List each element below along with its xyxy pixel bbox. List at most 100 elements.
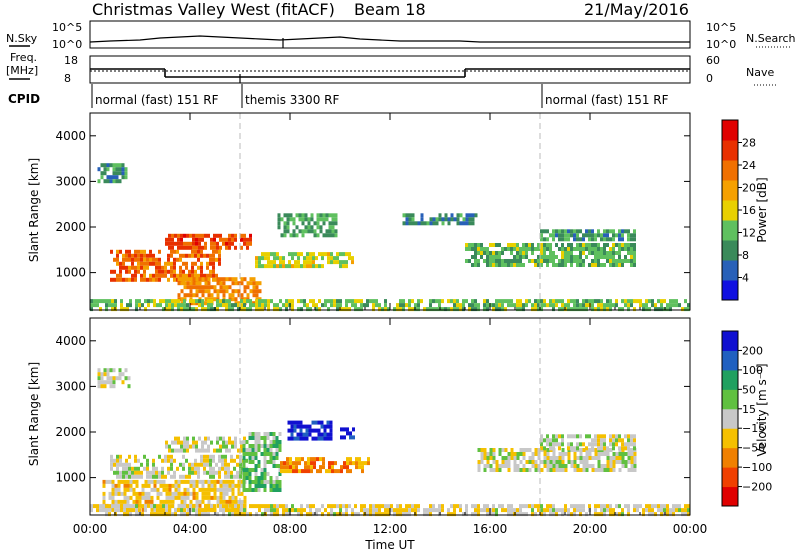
power-echo-region-8 (540, 229, 636, 242)
power-colorbar-band-6 (722, 160, 738, 181)
velocity-colorbar-band-1 (722, 467, 738, 488)
xtick-0: 00:00 (73, 522, 108, 536)
velocity-colorbar-tick-7: −200 (742, 481, 772, 494)
velocity-colorbar-tick-5: −50 (742, 442, 765, 455)
velocity-colorbar-band-2 (722, 447, 738, 468)
power-colorbar-band-4 (722, 200, 738, 221)
power-colorbar-tick-6: 28 (742, 137, 756, 150)
power-echo-region-4 (277, 213, 338, 238)
power-echo-region-1 (165, 233, 252, 250)
freq-label-line1: Freq. (10, 51, 37, 64)
velocity-ytick-1: 2000 (55, 425, 86, 439)
power-colorbar-band-5 (722, 180, 738, 201)
x-axis-label: Time UT (364, 538, 415, 552)
nsky-panel (89, 20, 691, 49)
power-ylabel: Slant Range [km] (27, 158, 41, 262)
velocity-colorbar-band-7 (722, 350, 738, 371)
date-label: 21/May/2016 (584, 0, 689, 19)
power-colorbar-tick-3: 16 (742, 204, 756, 217)
power-echo-region-0 (110, 249, 221, 282)
velocity-colorbar-band-0 (722, 486, 738, 507)
xtick-4: 16:00 (473, 522, 508, 536)
velocity-colorbar-tick-1: 100 (742, 364, 763, 377)
power-echo-region-9 (90, 299, 690, 312)
velocity-echo-region-9 (540, 434, 636, 451)
velocity-colorbar-tick-0: 200 (742, 344, 763, 357)
velocity-colorbar-tick-4: −15 (742, 422, 765, 435)
nsearch-tick-bottom: 10^0 (706, 38, 736, 51)
freq-tick-bottom: 8 (64, 72, 71, 85)
freq-tick-top: 18 (64, 54, 78, 67)
power-colorbar-tick-5: 24 (742, 159, 756, 172)
velocity-echo-region-5 (287, 420, 333, 441)
power-colorbar-label: Power [dB] (755, 177, 769, 242)
power-colorbar-tick-4: 20 (742, 182, 756, 195)
cpid-row: normal (fast) 151 RF themis 3300 RF normal… (91, 84, 669, 108)
nsky-tick-top: 10^5 (52, 21, 82, 34)
power-colorbar-band-1 (722, 260, 738, 281)
velocity-colorbar-band-6 (722, 369, 738, 390)
velocity-colorbar-band-4 (722, 408, 738, 429)
velocity-echo-region-2 (102, 479, 247, 512)
power-colorbar-tick-0: 4 (742, 272, 749, 285)
xtick-5: 20:00 (573, 522, 608, 536)
power-colorbar-tick-1: 8 (742, 249, 749, 262)
velocity-echo-region-10 (90, 504, 690, 517)
nave-tick-bottom: 0 (706, 72, 713, 85)
xtick-6: 00:00 (673, 522, 708, 536)
velocity-colorbar-band-8 (722, 331, 738, 351)
velocity-ytick-0: 1000 (55, 471, 86, 485)
nave-label: Nave (746, 66, 774, 79)
velocity-echo-region-1 (165, 436, 246, 453)
cpid-segment-label-0: normal (fast) 151 RF (95, 93, 219, 107)
velocity-colorbar-tick-6: −100 (742, 461, 772, 474)
station-title: Christmas Valley West (fitACF) (92, 0, 335, 19)
freq-label-line2: [MHz] (6, 64, 38, 77)
velocity-colorbar-tick-2: 50 (742, 383, 756, 396)
nsky-trace (89, 35, 690, 43)
velocity-colorbar-band-3 (722, 428, 738, 449)
power-ytick-1: 2000 (55, 220, 86, 234)
nsky-tick-bottom: 10^0 (52, 38, 82, 51)
velocity-echo-region-4 (280, 457, 370, 474)
power-colorbar-band-3 (722, 220, 738, 241)
velocity-ylabel: Slant Range [km] (27, 362, 41, 466)
velocity-colorbar-band-5 (722, 389, 738, 410)
nsky-label: N.Sky (6, 32, 38, 45)
velocity-echo-region-7 (97, 368, 131, 389)
power-colorbar-band-8 (722, 120, 738, 141)
power-panel: 1000 2000 3000 4000 (55, 112, 691, 312)
velocity-ytick-3: 4000 (55, 334, 86, 348)
power-ytick-2: 3000 (55, 174, 86, 188)
xtick-3: 12:00 (373, 522, 408, 536)
nsearch-label: N.Search (746, 32, 796, 45)
freq-step-trace (90, 68, 690, 83)
velocity-echo-region-6 (340, 427, 355, 440)
velocity-colorbar: 200 100 50 15 −15 −50 −100 −200 (721, 330, 772, 507)
nsearch-tick-top: 10^5 (706, 21, 736, 34)
power-echo-region-5 (97, 163, 128, 184)
power-colorbar-band-7 (722, 140, 738, 161)
velocity-colorbar-tick-3: 15 (742, 403, 756, 416)
power-ytick-3: 4000 (55, 129, 86, 143)
power-ytick-0: 1000 (55, 266, 86, 280)
power-colorbar-band-0 (722, 280, 738, 301)
power-echo-region-7 (465, 243, 636, 267)
velocity-echo-region-3 (242, 432, 282, 492)
nave-tick-top: 60 (706, 54, 720, 67)
power-colorbar-band-2 (722, 240, 738, 261)
beam-label: Beam 18 (354, 0, 426, 19)
xtick-2: 08:00 (273, 522, 308, 536)
cpid-segment-label-1: themis 3300 RF (245, 93, 339, 107)
velocity-panel: 1000 2000 3000 4000 00:00 04:00 08:00 12:00 16:0… (55, 317, 708, 536)
cpid-label: CPID (8, 92, 40, 106)
power-echo-region-3 (255, 252, 354, 269)
power-colorbar: 4 8 12 16 20 24 28 (721, 119, 756, 301)
cpid-segment-label-2: normal (fast) 151 RF (545, 93, 669, 107)
power-echo-region-6 (402, 213, 478, 226)
velocity-echo-region-8 (477, 448, 637, 472)
power-colorbar-tick-2: 12 (742, 227, 756, 240)
velocity-colorbar-label: Velocity [m s⁻¹] (755, 363, 769, 456)
